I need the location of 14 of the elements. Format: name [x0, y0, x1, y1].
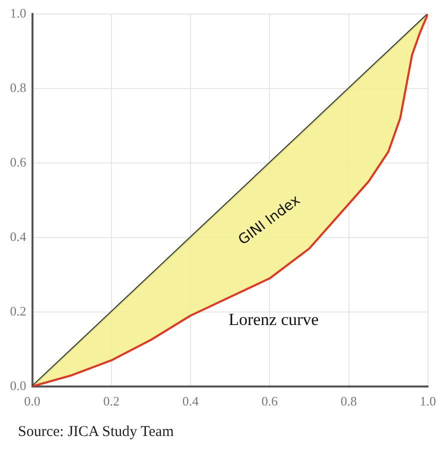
x-tick-label: 0.4	[182, 394, 200, 409]
y-tick-label: 0.0	[10, 378, 26, 393]
x-tick-label: 0.0	[24, 394, 40, 409]
y-tick-label: 0.8	[10, 80, 26, 95]
source-note: Source: JICA Study Team	[18, 424, 174, 441]
series-label: Lorenz curve	[228, 310, 319, 329]
y-tick-label: 1.0	[10, 5, 26, 20]
y-tick-label: 0.2	[10, 303, 26, 318]
x-tick-label: 1.0	[420, 394, 436, 409]
y-tick-label: 0.4	[10, 228, 27, 244]
x-tick-label: 0.2	[103, 394, 120, 409]
y-tick-label: 0.6	[10, 154, 27, 170]
x-tick-label: 0.6	[262, 394, 278, 409]
x-tick-label: 0.8	[340, 394, 357, 409]
